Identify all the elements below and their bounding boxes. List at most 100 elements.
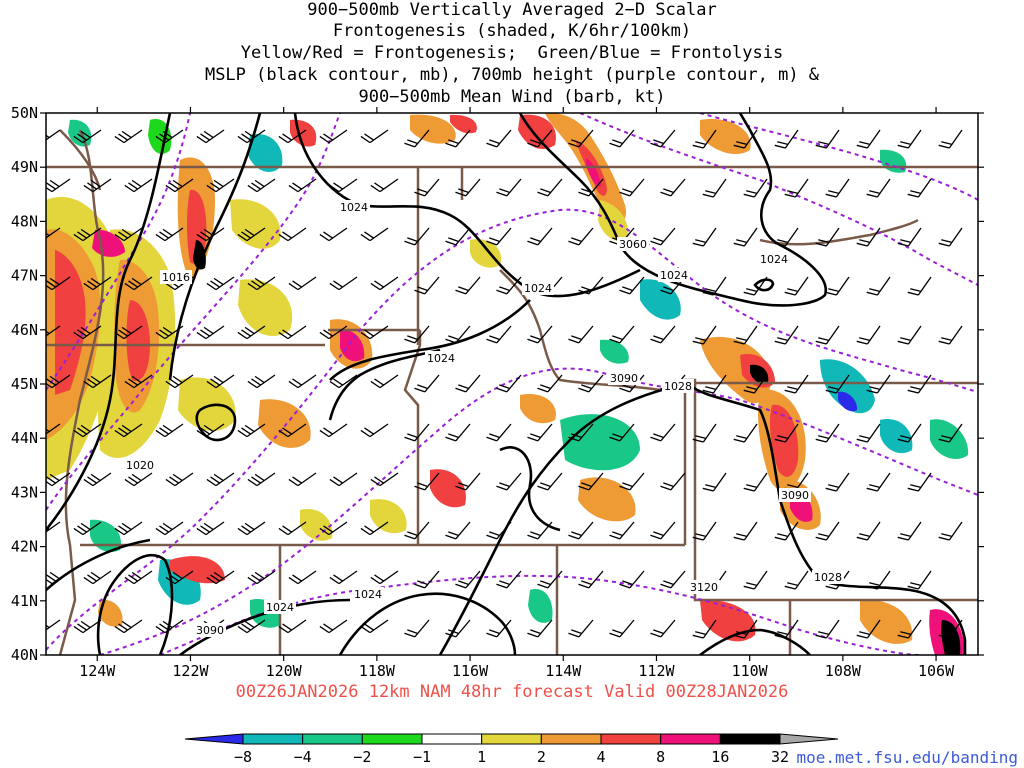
wind-barb (815, 129, 840, 149)
wind-barb (404, 129, 430, 148)
wind-barb (692, 619, 717, 639)
wind-barb (237, 227, 266, 242)
wind-barb (702, 374, 727, 394)
wind-barb (774, 423, 799, 443)
lat-label: 45N (11, 375, 38, 393)
wind-barb (370, 276, 399, 291)
colorbar-box (302, 733, 363, 745)
wind-barb (743, 374, 768, 394)
wind-barb (527, 325, 553, 344)
wind-barb (578, 374, 604, 393)
wind-barb (288, 178, 317, 193)
wind-barb (237, 521, 266, 536)
wind-barb (692, 521, 717, 541)
wind-barb (46, 472, 71, 487)
lat-label: 50N (11, 104, 38, 122)
wind-barb (445, 325, 471, 344)
svg-text:1024: 1024 (266, 601, 294, 614)
wind-barb (319, 227, 348, 242)
wind-barb (774, 129, 799, 149)
wind-barb (907, 374, 932, 394)
wind-barb (155, 423, 184, 438)
wind-barb (486, 619, 512, 638)
wind-barb (578, 178, 604, 197)
lat-label: 40N (11, 646, 38, 664)
wind-barb (370, 472, 399, 487)
wind-barb (288, 570, 317, 585)
contour-label: 1024 (658, 268, 690, 282)
wind-barb (650, 619, 676, 638)
colorbar-label: 8 (656, 748, 665, 766)
wind-barb (247, 276, 276, 291)
source-credit-link[interactable]: moe.met.fsu.edu/banding (796, 748, 1018, 767)
title-line-2: Frontogenesis (shaded, K/6hr/100km) (332, 21, 692, 41)
wind-barb (360, 227, 389, 242)
wind-barb (360, 129, 389, 144)
lon-label: 116W (452, 662, 489, 680)
lon-label: 120W (266, 662, 303, 680)
wind-barb (527, 619, 553, 638)
lat-label: 47N (11, 267, 38, 285)
wind-barb (496, 276, 522, 295)
wind-barb (83, 570, 112, 585)
wind-barb (237, 423, 266, 438)
wind-barb (83, 276, 112, 291)
wind-barb (496, 472, 522, 491)
wind-barb (907, 570, 932, 590)
lon-label: 114W (545, 662, 582, 680)
wind-barb (692, 325, 717, 345)
wind-barb (743, 178, 768, 198)
lon-label: 106W (918, 662, 955, 680)
wind-barb (825, 276, 850, 296)
wind-barb (897, 423, 922, 443)
wind-barb (414, 374, 440, 393)
wind-barb (619, 276, 645, 295)
wind-barb (866, 374, 891, 394)
forecast-valid-time: 00Z26JAN2026 12km NAM 48hr forecast Vali… (235, 682, 789, 702)
wind-barb (278, 129, 307, 144)
wind-barb (73, 325, 102, 340)
wind-barb (743, 570, 768, 590)
colorbar-box (421, 733, 483, 745)
wind-barb (733, 325, 758, 345)
wind-barb (360, 423, 389, 438)
wind-barb (278, 423, 307, 438)
wind-barb (856, 129, 881, 149)
wind-barb (784, 374, 809, 394)
wind-barb (609, 129, 635, 148)
wind-barb (319, 619, 348, 634)
colorbar-box (540, 733, 602, 745)
wind-barb (609, 619, 635, 638)
wind-barb (866, 472, 891, 492)
wind-barb (206, 570, 235, 585)
wind-barb (619, 472, 645, 491)
wind-barb (609, 325, 635, 344)
title-line-1: 900−500mb Vertically Averaged 2−D Scalar (307, 0, 717, 20)
wind-barb (278, 619, 307, 634)
wind-barb (815, 521, 840, 541)
wind-barb (414, 570, 440, 589)
lat-label: 41N (11, 592, 38, 610)
frontogenesis-shading (46, 113, 969, 655)
contour-label: 1024 (522, 281, 554, 295)
wind-barb (370, 570, 399, 585)
wind-barb (404, 619, 430, 638)
svg-text:1024: 1024 (760, 253, 788, 266)
wind-barb (414, 276, 440, 295)
wind-barb (329, 570, 358, 585)
colorbar-label: 16 (711, 748, 729, 766)
wind-barb (278, 227, 307, 242)
wind-barb (165, 374, 194, 389)
wind-barb (825, 374, 850, 394)
wind-barb (155, 129, 184, 144)
contour-label: 3090 (608, 371, 640, 385)
wind-barb (650, 325, 676, 344)
title-line-3: Yellow/Red = Frontogenesis; Green/Blue =… (240, 43, 784, 63)
wind-barb (692, 227, 717, 247)
wind-barb (124, 178, 153, 193)
wind-barb (404, 227, 430, 246)
wind-barb (578, 472, 604, 491)
lon-label: 122W (172, 662, 209, 680)
wind-barb (609, 423, 635, 442)
wind-barb (938, 423, 963, 443)
